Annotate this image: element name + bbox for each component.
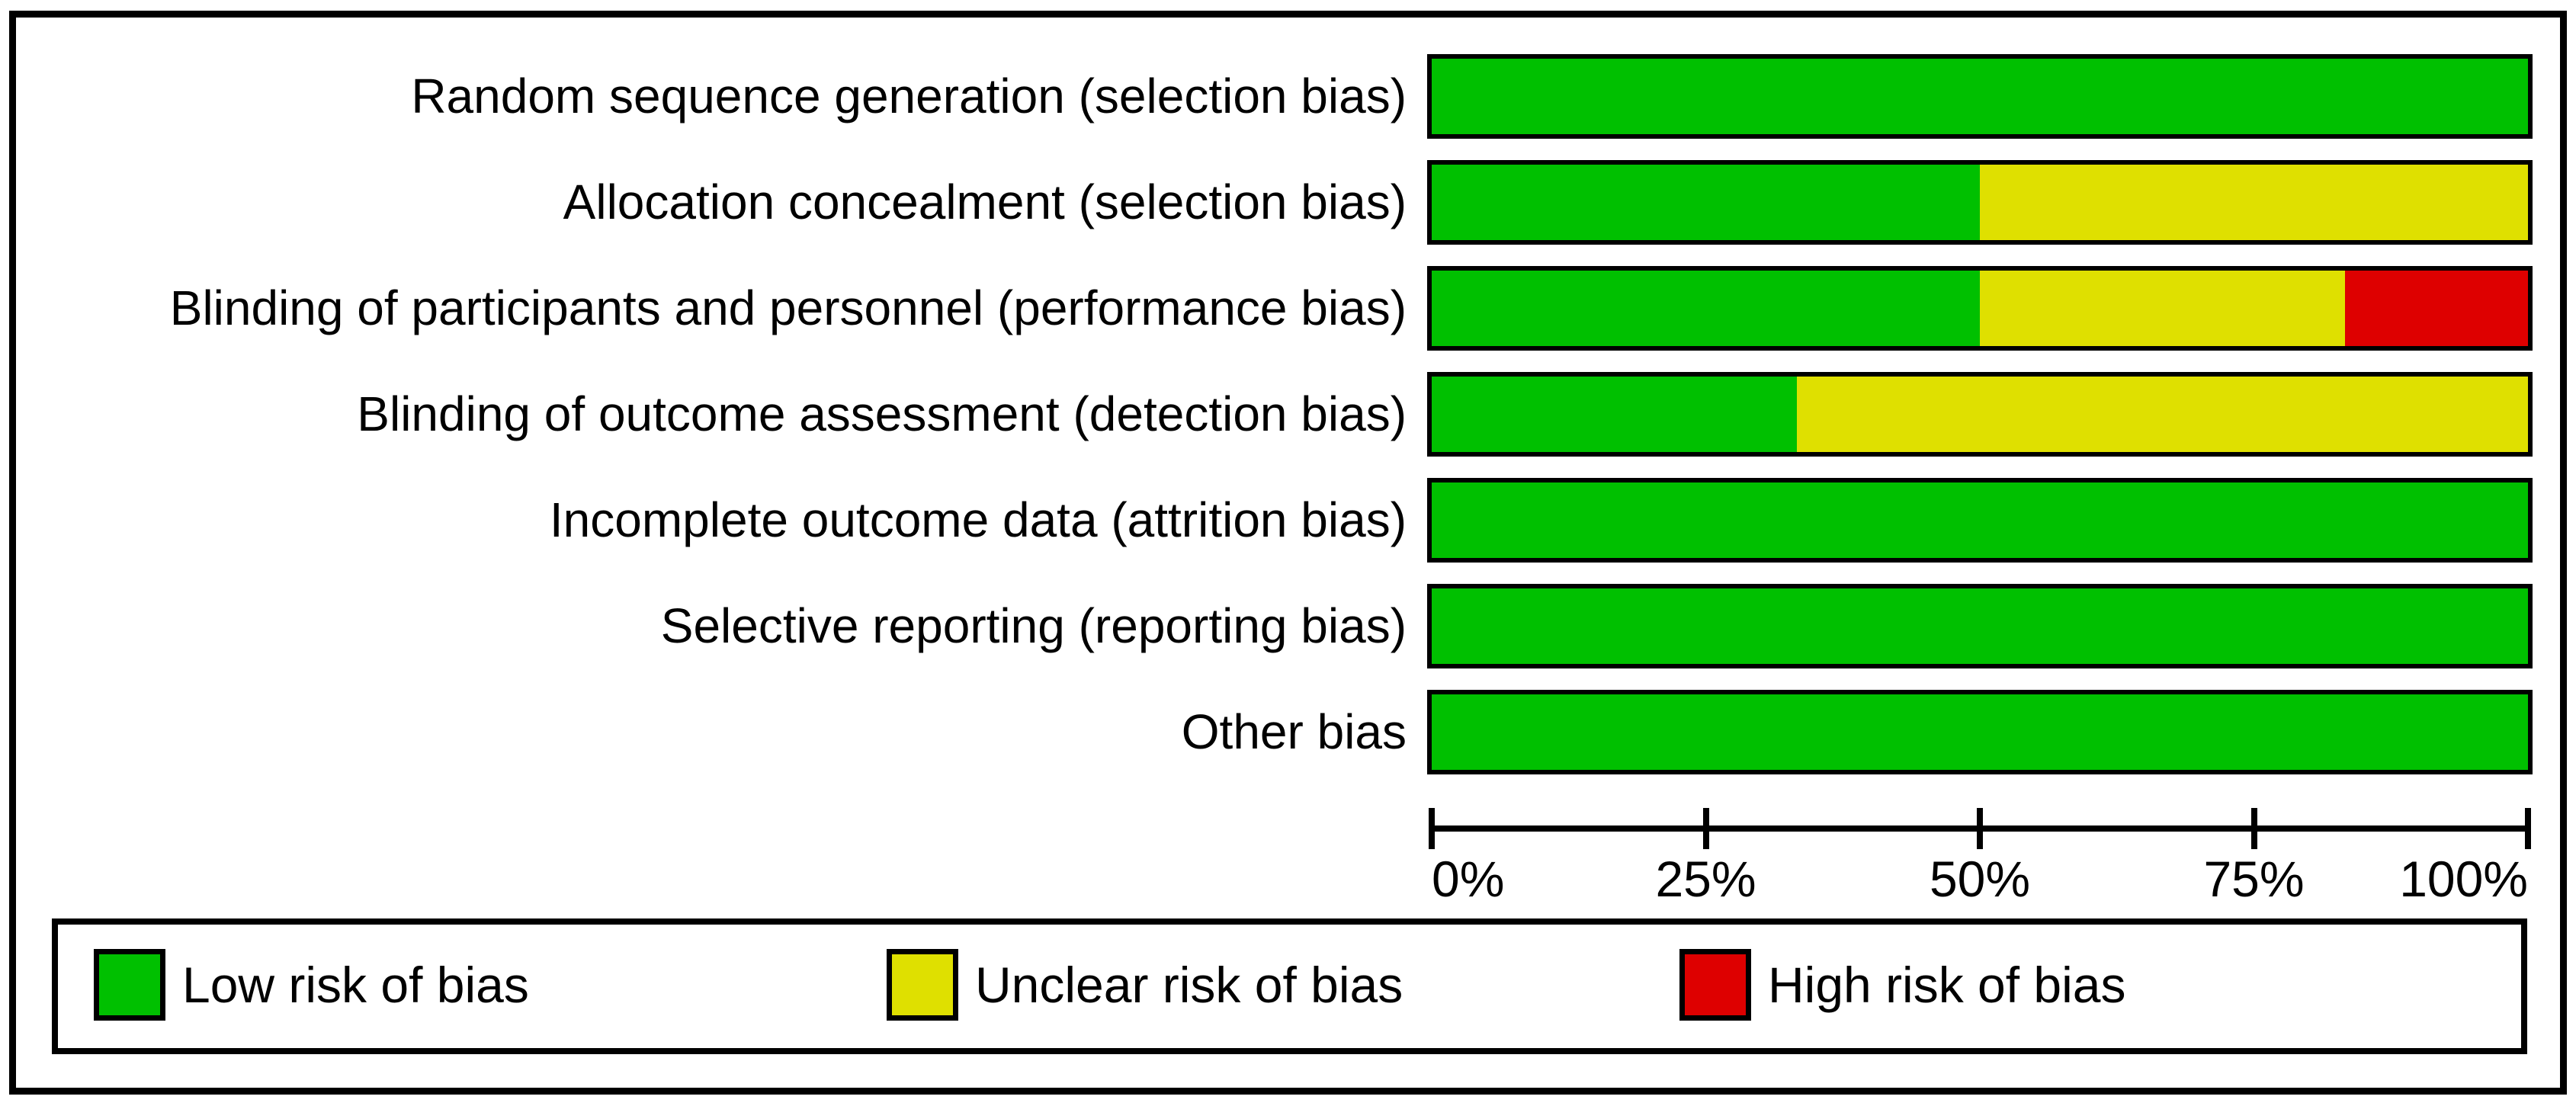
axis-tick-label: 75% <box>2203 851 2305 907</box>
axis-tick <box>1429 808 1435 849</box>
bar-segment-low <box>1432 59 2528 134</box>
bar-segment-low <box>1432 271 1980 346</box>
stacked-bar <box>1427 54 2533 139</box>
row-label: Blinding of outcome assessment (detectio… <box>357 386 1407 441</box>
row-label: Random sequence generation (selection bi… <box>411 69 1407 123</box>
outer-frame <box>9 11 2567 1095</box>
bar-segment-unclear <box>1980 271 2346 346</box>
bar-segment-low <box>1432 482 2528 558</box>
stacked-bar <box>1427 690 2533 774</box>
bar-segment-low <box>1432 588 2528 664</box>
axis-tick <box>2250 808 2257 849</box>
bar-segment-low <box>1432 165 1980 240</box>
axis-tick <box>1702 808 1709 849</box>
row-label: Blinding of participants and personnel (… <box>169 281 1407 335</box>
legend-item-label: Low risk of bias <box>182 957 529 1013</box>
stacked-bar <box>1427 266 2533 351</box>
legend-item: High risk of bias <box>1679 949 2126 1021</box>
stacked-bar <box>1427 584 2533 668</box>
legend-item-label: Unclear risk of bias <box>975 957 1403 1013</box>
legend-swatch-unclear <box>887 949 958 1021</box>
legend-swatch-high <box>1679 949 1751 1021</box>
axis-tick-label: 100% <box>2399 851 2528 907</box>
x-axis: 0% 25% 50% 75% 100% <box>1429 808 2531 918</box>
bar-segment-high <box>2345 271 2528 346</box>
row-label: Selective reporting (reporting bias) <box>660 598 1407 653</box>
axis-tick <box>1977 808 1983 849</box>
stacked-bar <box>1427 160 2533 245</box>
bar-segment-unclear <box>1980 165 2528 240</box>
axis-tick-label: 25% <box>1655 851 1756 907</box>
axis-tick <box>2525 808 2531 849</box>
bar-segment-unclear <box>1797 377 2528 452</box>
row-label: Incomplete outcome data (attrition bias) <box>549 492 1407 547</box>
axis-tick-label: 0% <box>1432 851 1505 907</box>
axis-tick-label: 50% <box>1929 851 2031 907</box>
row-label: Allocation concealment (selection bias) <box>563 175 1407 229</box>
stacked-bar <box>1427 478 2533 563</box>
legend-box: Low risk of bias Unclear risk of bias High… <box>52 918 2527 1054</box>
legend-item: Low risk of bias <box>94 949 529 1021</box>
legend-item: Unclear risk of bias <box>887 949 1403 1021</box>
bar-segment-low <box>1432 377 1798 452</box>
bar-segment-low <box>1432 694 2528 770</box>
legend-swatch-low <box>94 949 165 1021</box>
legend-item-label: High risk of bias <box>1768 957 2126 1013</box>
stacked-bar <box>1427 372 2533 457</box>
row-label: Other bias <box>1181 704 1407 759</box>
